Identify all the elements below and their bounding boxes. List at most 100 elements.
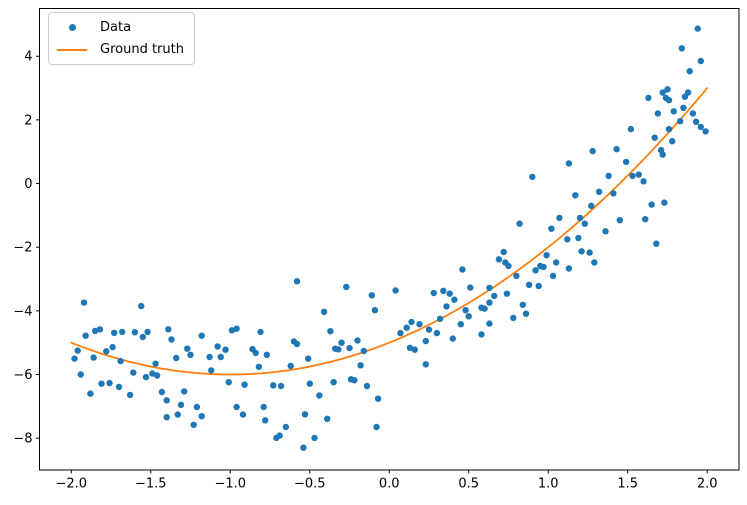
- scatter-point: [139, 333, 146, 341]
- scatter-point: [651, 134, 658, 141]
- scatter-point: [142, 373, 150, 381]
- scatter-point: [300, 444, 307, 451]
- scatter-point: [206, 353, 213, 361]
- scatter-point: [71, 355, 78, 362]
- axes-frame: [39, 8, 740, 471]
- y-tick-label: 4: [24, 50, 32, 65]
- scatter-point: [486, 320, 493, 327]
- scatter-point: [198, 413, 205, 420]
- scatter-point: [343, 283, 350, 291]
- scatter-point: [338, 339, 345, 346]
- scatter-point: [403, 324, 410, 331]
- scatter-point: [193, 403, 201, 411]
- legend-handle: [57, 24, 87, 31]
- x-tick-label: 0.0: [379, 477, 400, 492]
- scatter-point: [565, 265, 573, 272]
- scatter-point: [648, 201, 655, 208]
- scatter-point: [217, 353, 224, 361]
- scatter-point: [152, 360, 159, 367]
- scatter-point: [287, 362, 294, 370]
- scatter-point: [595, 188, 603, 195]
- scatter-point: [270, 382, 277, 389]
- x-tick-label: −1.5: [135, 477, 167, 492]
- ground-truth-curve: [70, 87, 709, 376]
- y-tick-label: −2: [13, 241, 32, 256]
- x-tick-label: 1.0: [538, 477, 559, 492]
- scatter-point: [324, 415, 331, 422]
- scatter-point: [481, 305, 488, 312]
- scatter-point: [335, 346, 342, 353]
- scatter-point: [440, 287, 447, 294]
- scatter-point: [371, 307, 379, 314]
- scatter-point: [697, 123, 704, 131]
- scatter-point: [616, 217, 623, 224]
- scatter-point: [602, 228, 609, 235]
- scatter-point: [131, 329, 139, 336]
- scatter-point: [689, 110, 697, 117]
- scatter-point: [510, 314, 517, 322]
- scatter-point: [640, 178, 647, 185]
- scatter-point: [635, 171, 642, 178]
- scatter-point: [613, 146, 620, 153]
- legend: Data Ground truth: [48, 12, 195, 65]
- scatter-point: [305, 355, 312, 362]
- scatter-point: [397, 329, 404, 337]
- scatter-point: [138, 302, 145, 310]
- scatter-point: [462, 307, 469, 314]
- scatter-point: [642, 216, 649, 223]
- scatter-point: [181, 388, 188, 395]
- scatter-point: [605, 172, 612, 180]
- scatter-point: [158, 388, 166, 396]
- scatter-point: [702, 128, 709, 135]
- scatter-point: [575, 234, 582, 242]
- x-tick-label: 2.0: [697, 477, 718, 492]
- scatter-point: [117, 357, 124, 365]
- scatter-point: [661, 199, 668, 206]
- scatter-point: [486, 284, 493, 292]
- y-tick-label: −8: [13, 432, 32, 447]
- scatter-point: [657, 146, 665, 154]
- scatter-point: [90, 354, 97, 361]
- scatter-point: [293, 340, 301, 348]
- scatter-point: [252, 349, 259, 357]
- scatter-point: [130, 369, 137, 376]
- scatter-point: [622, 158, 630, 166]
- scatter-point: [443, 303, 450, 310]
- scatter-point: [505, 262, 512, 270]
- scatter-point: [87, 390, 94, 397]
- scatter-point: [422, 361, 429, 368]
- scatter-point: [77, 371, 85, 378]
- scatter-point: [111, 329, 118, 336]
- legend-handle: [57, 48, 87, 51]
- scatter-point: [581, 220, 588, 227]
- scatter-point: [586, 249, 593, 256]
- x-tick-label: −1.0: [214, 477, 246, 492]
- scatter-point: [301, 411, 309, 418]
- scatter-point: [263, 351, 270, 358]
- scatter-point: [543, 252, 550, 259]
- scatter-point: [373, 423, 380, 431]
- scatter-point: [163, 397, 170, 404]
- scatter-point: [233, 325, 240, 332]
- scatter-point: [433, 329, 441, 337]
- scatter-point: [677, 118, 684, 125]
- scatter-point: [669, 138, 676, 145]
- scatter-point: [115, 383, 123, 391]
- scatter-point: [425, 326, 433, 333]
- scatter-point: [578, 248, 585, 255]
- scatter-point: [665, 97, 673, 104]
- scatter-point: [436, 315, 444, 322]
- scatter-point: [163, 414, 170, 421]
- scatter-point: [556, 214, 563, 222]
- scatter-point: [422, 337, 429, 345]
- y-tick-label: 0: [24, 177, 32, 192]
- legend-entry-ground-truth: Ground truth: [57, 40, 184, 59]
- scatter-point: [680, 104, 687, 112]
- legend-label-ground-truth: Ground truth: [100, 42, 184, 57]
- scatter-point: [503, 290, 511, 297]
- scatter-point: [109, 343, 116, 351]
- scatter-point: [368, 292, 375, 299]
- scatter-point: [686, 68, 693, 75]
- scatter-point: [168, 336, 175, 343]
- scatter-point: [239, 411, 247, 418]
